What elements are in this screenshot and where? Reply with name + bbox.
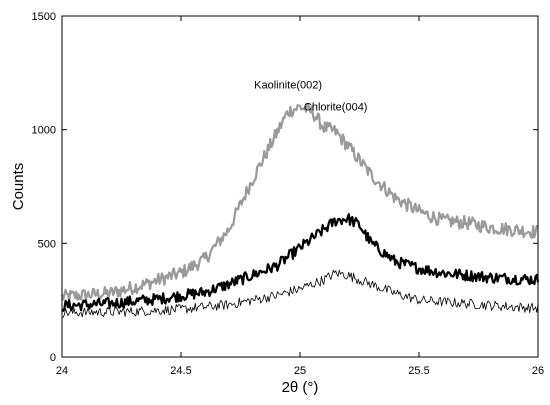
peak-annotation-1: Kaolinite(002) xyxy=(254,80,322,92)
x-tick-label: 24.5 xyxy=(170,365,191,377)
annotation-layer: Kaolinite(002) Chlorite(004) xyxy=(254,80,367,114)
x-tick-label: 25 xyxy=(294,365,306,377)
x-tick-label: 25.5 xyxy=(408,365,429,377)
series-layer xyxy=(60,102,540,318)
y-tick-label: 500 xyxy=(38,238,56,250)
series-line-2 xyxy=(61,213,540,312)
ticks-layer: 24 24.5 25 25.5 26 0 500 1000 1500 xyxy=(32,11,545,377)
y-axis-title: Counts xyxy=(10,163,27,211)
y-tick-label: 0 xyxy=(50,352,56,364)
series-line-1 xyxy=(60,102,539,302)
plot-frame xyxy=(61,15,539,358)
x-tick-label: 26 xyxy=(532,365,544,377)
peak-annotation-2: Chlorite(004) xyxy=(304,101,368,113)
y-tick-label: 1500 xyxy=(32,11,56,23)
y-tick-label: 1000 xyxy=(32,125,56,137)
series-line-3 xyxy=(61,269,539,318)
x-tick-label: 24 xyxy=(56,365,68,377)
x-axis-title: 2θ (°) xyxy=(282,379,319,396)
